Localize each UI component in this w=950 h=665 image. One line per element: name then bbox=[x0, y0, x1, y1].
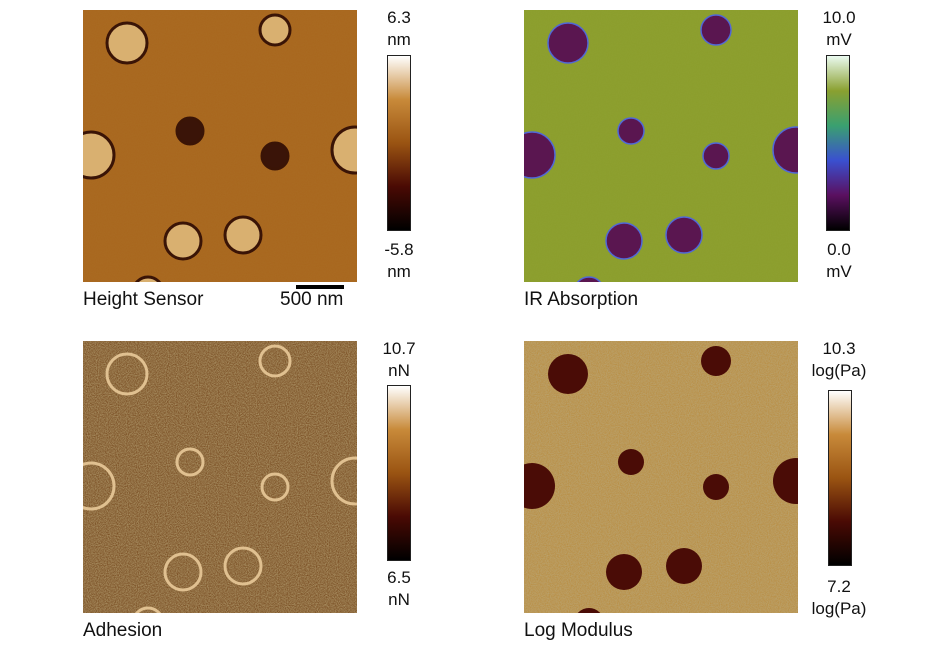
scale-bar-label: 500 nm bbox=[280, 289, 344, 310]
particle bbox=[703, 474, 729, 500]
ir-min-value: 0.0 bbox=[827, 240, 851, 259]
height-max-unit: nm bbox=[387, 30, 411, 49]
modulus-max-value: 10.3 bbox=[822, 339, 856, 358]
particle bbox=[330, 125, 357, 175]
particle bbox=[330, 456, 357, 506]
modulus-caption: Log Modulus bbox=[524, 620, 633, 641]
particle bbox=[618, 449, 644, 475]
particle bbox=[548, 354, 588, 394]
height-sensor-image bbox=[83, 10, 357, 282]
particle bbox=[700, 14, 732, 46]
height-max-value: 6.3 bbox=[387, 8, 411, 27]
modulus-min-unit: log(Pa) bbox=[811, 599, 867, 618]
particle bbox=[175, 447, 205, 477]
particle bbox=[605, 222, 643, 260]
height-caption: Height Sensor bbox=[83, 289, 204, 310]
height-min-value: -5.8 bbox=[384, 240, 414, 259]
particle bbox=[134, 275, 162, 282]
particle bbox=[701, 346, 731, 376]
particle bbox=[223, 546, 263, 586]
adhesion-image bbox=[83, 341, 357, 613]
particle bbox=[83, 130, 116, 180]
scale-bar bbox=[296, 285, 344, 289]
particle bbox=[105, 352, 149, 396]
particle bbox=[772, 126, 798, 174]
particle bbox=[258, 13, 292, 47]
particle bbox=[175, 116, 205, 146]
particle bbox=[665, 216, 703, 254]
image-noise bbox=[83, 341, 357, 613]
particle bbox=[606, 554, 642, 590]
modulus-colorbar bbox=[828, 390, 852, 566]
particle bbox=[83, 461, 116, 511]
particle bbox=[576, 276, 602, 282]
particle bbox=[260, 472, 290, 502]
modulus-min-value: 7.2 bbox=[827, 577, 851, 596]
particle bbox=[134, 606, 162, 613]
adhesion-min-unit: nN bbox=[388, 590, 410, 609]
particle bbox=[773, 458, 798, 504]
particle bbox=[547, 22, 589, 64]
ir-max-unit: mV bbox=[826, 30, 852, 49]
particle bbox=[105, 21, 149, 65]
particle bbox=[163, 221, 203, 261]
ir-absorption-image bbox=[524, 10, 798, 282]
ir-min-unit: mV bbox=[826, 262, 852, 281]
particle bbox=[666, 548, 702, 584]
height-colorbar bbox=[387, 55, 411, 231]
adhesion-max-unit: nN bbox=[388, 361, 410, 380]
height-min-unit: nm bbox=[387, 262, 411, 281]
particle bbox=[617, 117, 645, 145]
particle bbox=[524, 131, 556, 179]
particle bbox=[223, 215, 263, 255]
particle bbox=[577, 608, 601, 613]
particle bbox=[163, 552, 203, 592]
particle bbox=[260, 141, 290, 171]
particle bbox=[702, 142, 730, 170]
log-modulus-image bbox=[524, 341, 798, 613]
adhesion-caption: Adhesion bbox=[83, 620, 163, 641]
modulus-max-unit: log(Pa) bbox=[811, 361, 867, 380]
particle bbox=[258, 344, 292, 378]
adhesion-min-value: 6.5 bbox=[387, 568, 411, 587]
particle bbox=[524, 463, 555, 509]
adhesion-max-value: 10.7 bbox=[382, 339, 416, 358]
ir-max-value: 10.0 bbox=[822, 8, 856, 27]
ir-caption: IR Absorption bbox=[524, 289, 639, 310]
adhesion-colorbar bbox=[387, 385, 411, 561]
ir-colorbar bbox=[826, 55, 850, 231]
